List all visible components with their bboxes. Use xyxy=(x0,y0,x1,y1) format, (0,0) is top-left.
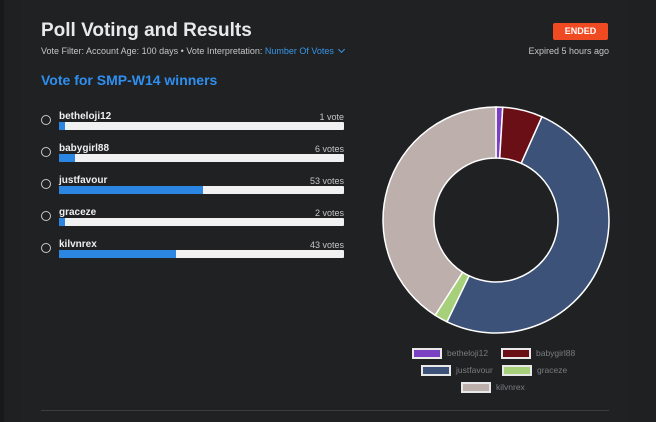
legend-swatch-kilvnrex xyxy=(461,382,491,393)
poll-option[interactable]: kilvnrex 43 votes xyxy=(41,239,345,259)
meta-separator: • xyxy=(180,46,184,56)
vote-bar-fill xyxy=(59,122,65,130)
vote-bar-track xyxy=(59,250,344,258)
option-label: kilvnrex xyxy=(59,239,97,250)
radio-button[interactable] xyxy=(41,243,51,253)
option-votes: 1 vote xyxy=(319,112,344,122)
option-label: betheloji12 xyxy=(59,111,112,122)
legend-label-babygirl88: babygirl88 xyxy=(536,348,576,358)
option-votes: 43 votes xyxy=(309,240,344,250)
left-edge xyxy=(0,0,4,422)
option-votes: 53 votes xyxy=(309,176,344,186)
vote-filter-value: Account Age: 100 days xyxy=(86,46,179,56)
option-label: graceze xyxy=(59,207,97,218)
option-votes: 2 votes xyxy=(314,208,344,218)
page-title: Poll Voting and Results xyxy=(41,20,252,41)
vote-bar-track xyxy=(59,154,344,162)
expired-text: Expired 5 hours ago xyxy=(528,46,609,56)
option-label: justfavour xyxy=(59,175,108,186)
poll-option[interactable]: betheloji12 1 vote xyxy=(41,111,345,131)
option-label: babygirl88 xyxy=(59,143,110,154)
legend-swatch-babygirl88 xyxy=(501,348,531,359)
poll-meta: Vote Filter: Account Age: 100 days • Vot… xyxy=(41,45,345,56)
legend-swatch-graceze xyxy=(502,365,532,376)
vote-interpretation-label: Vote Interpretation: xyxy=(186,46,263,56)
poll-option[interactable]: babygirl88 6 votes xyxy=(41,143,345,163)
vote-bar-track xyxy=(59,218,344,226)
legend-swatch-betheloji12 xyxy=(412,348,442,359)
poll-option[interactable]: graceze 2 votes xyxy=(41,207,345,227)
vote-interpretation-value[interactable]: Number Of Votes xyxy=(264,46,334,56)
vote-bar-fill xyxy=(59,154,76,162)
radio-button[interactable] xyxy=(41,115,51,125)
donut-slice-justfavour xyxy=(445,115,610,334)
vote-filter-label: Vote Filter: xyxy=(41,46,85,56)
vote-bar-fill xyxy=(59,186,203,194)
status-badge: ENDED xyxy=(553,23,608,40)
vote-bar-fill xyxy=(59,250,176,258)
vote-bar-track xyxy=(59,122,344,130)
poll-option[interactable]: justfavour 53 votes xyxy=(41,175,345,195)
vote-interpretation-dropdown[interactable]: Number Of Votes xyxy=(264,45,345,56)
legend-label-kilvnrex: kilvnrex xyxy=(496,382,525,392)
radio-button[interactable] xyxy=(41,211,51,221)
vote-bar-track xyxy=(59,186,344,194)
radio-button[interactable] xyxy=(41,147,51,157)
legend-label-graceze: graceze xyxy=(537,365,568,375)
vote-bar-fill xyxy=(59,218,65,226)
poll-title: Vote for SMP-W14 winners xyxy=(41,72,218,88)
legend-label-betheloji12: betheloji12 xyxy=(447,348,489,358)
radio-button[interactable] xyxy=(41,179,51,189)
legend-swatch-justfavour xyxy=(421,365,451,376)
donut-slice-kilvnrex xyxy=(382,106,497,317)
bottom-divider xyxy=(41,410,609,411)
legend-label-justfavour: justfavour xyxy=(456,365,493,375)
option-votes: 6 votes xyxy=(314,144,344,154)
